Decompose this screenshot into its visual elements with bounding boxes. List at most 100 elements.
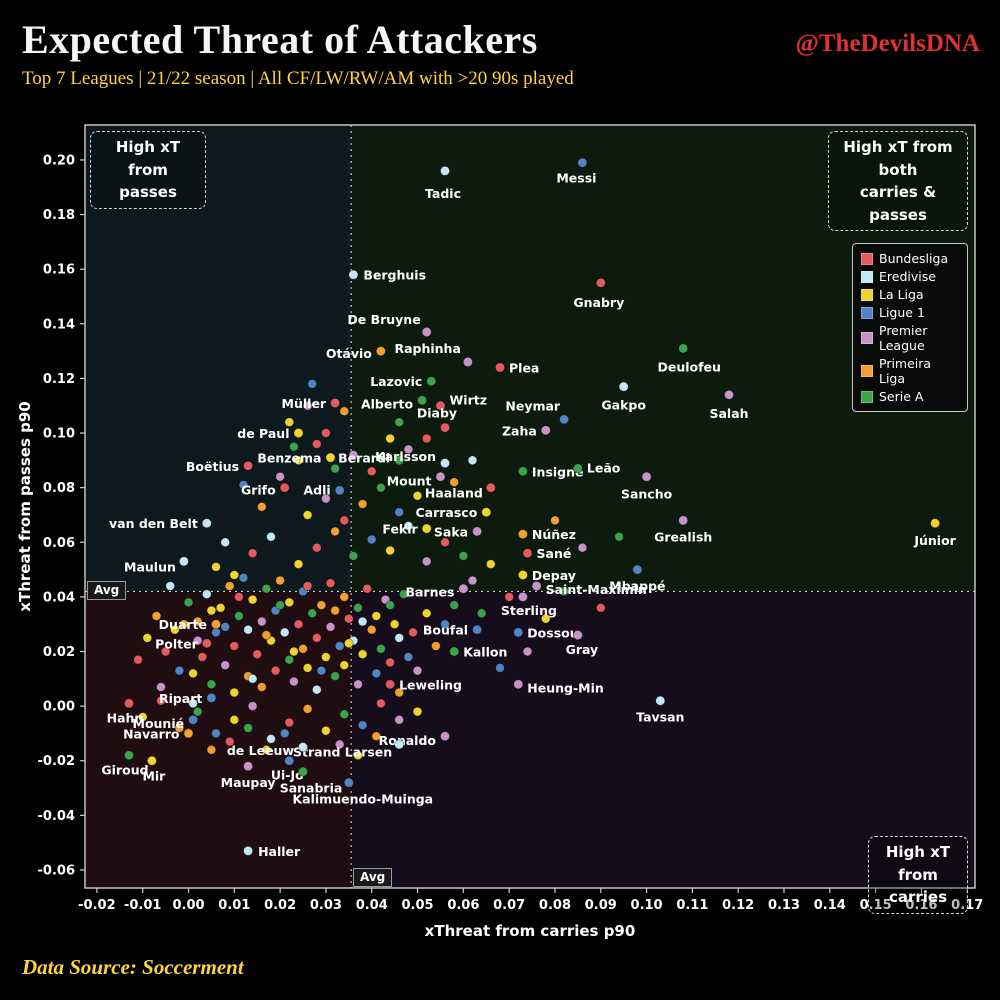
- player-point: [330, 397, 341, 408]
- player-point: [472, 526, 483, 537]
- x-tick-label: 0.16: [905, 898, 937, 913]
- player-label: Maupay: [221, 775, 276, 790]
- player-point: [297, 742, 308, 753]
- player-label: Benzema: [257, 451, 321, 466]
- player-label: Júnior: [913, 533, 956, 548]
- data-point: [142, 633, 153, 643]
- player-point: [210, 619, 221, 630]
- player-label: Berardi: [338, 450, 390, 465]
- data-point: [614, 531, 624, 542]
- data-point: [247, 548, 258, 558]
- player-point: [284, 755, 295, 766]
- data-point: [311, 684, 322, 695]
- player-label: Mount: [387, 474, 432, 489]
- legend-swatch: [861, 332, 873, 344]
- legend-item: Bundesliga: [861, 251, 959, 266]
- player-point: [522, 548, 533, 559]
- x-axis-title: xThreat from carries p90: [425, 922, 636, 940]
- data-point: [206, 744, 217, 755]
- player-point: [595, 277, 606, 288]
- player-point: [517, 591, 528, 602]
- player-label: Mounié: [133, 716, 185, 731]
- player-label: Alberto: [361, 396, 414, 411]
- legend-label: Ligue 1: [879, 305, 925, 320]
- y-tick-label: -0.06: [38, 863, 75, 878]
- data-point: [339, 709, 350, 720]
- data-point: [321, 493, 331, 504]
- legend-label: Primeira Liga: [879, 356, 932, 386]
- player-point: [439, 458, 450, 469]
- data-point: [458, 551, 469, 561]
- player-label: Polter: [155, 636, 198, 651]
- player-label: Navarro: [123, 726, 180, 741]
- data-point: [220, 660, 231, 670]
- data-point: [376, 643, 386, 654]
- legend-swatch: [861, 288, 873, 301]
- plot-frame: [84, 124, 976, 889]
- x-tick-label: 0.09: [585, 898, 617, 913]
- data-point: [357, 649, 368, 659]
- data-point: [302, 704, 313, 714]
- player-label: Giroud: [101, 762, 148, 777]
- player-label: Raphinha: [394, 341, 460, 356]
- x-tick-label: 0.04: [356, 898, 388, 913]
- data-point: [220, 622, 231, 632]
- y-axis-title: xThreat from passes p90: [16, 401, 34, 611]
- player-point: [421, 523, 432, 534]
- data-point: [311, 439, 322, 449]
- player-label: Leweling: [399, 677, 462, 692]
- player-label: de Paul: [237, 426, 289, 441]
- data-point: [211, 627, 221, 638]
- data-point: [385, 657, 395, 668]
- player-point: [458, 583, 469, 594]
- data-point: [412, 490, 423, 501]
- y-tick-label: -0.04: [38, 809, 75, 824]
- y-tick-label: 0.18: [43, 208, 75, 223]
- player-point: [279, 482, 290, 493]
- data-point: [229, 570, 240, 580]
- data-point: [339, 406, 350, 417]
- data-point: [316, 665, 327, 676]
- data-point: [330, 526, 340, 537]
- legend-swatch: [861, 270, 873, 283]
- player-point: [417, 395, 428, 406]
- y-tick-label: 0.08: [43, 481, 75, 496]
- data-point: [321, 725, 331, 736]
- data-point: [394, 417, 405, 427]
- x-tick-label: 0.06: [447, 898, 479, 913]
- quadrant-bottom-left: [85, 591, 352, 888]
- player-point: [641, 471, 652, 482]
- data-point: [495, 663, 505, 673]
- player-point: [678, 343, 689, 354]
- y-tick-label: 0.20: [43, 153, 75, 168]
- data-point: [366, 624, 377, 635]
- data-point: [188, 668, 198, 679]
- player-label: Messi: [556, 171, 596, 186]
- legend-swatch: [861, 390, 873, 403]
- player-label: Lazovic: [370, 374, 422, 389]
- player-label: Diaby: [417, 406, 457, 421]
- data-point: [298, 643, 308, 654]
- player-label: Ripart: [159, 691, 202, 706]
- player-label: Grifo: [241, 483, 276, 498]
- y-tick-label: 0.06: [43, 536, 75, 551]
- player-label: Kallon: [463, 645, 507, 660]
- data-point: [449, 600, 460, 610]
- data-point: [247, 701, 258, 711]
- data-point: [256, 616, 267, 627]
- player-label: Haaland: [425, 486, 483, 501]
- data-point: [366, 534, 377, 545]
- data-point: [371, 611, 382, 621]
- data-point: [284, 654, 295, 665]
- data-point: [343, 613, 354, 624]
- data-point: [550, 515, 560, 526]
- player-point: [375, 346, 386, 357]
- player-label: Sterling: [501, 603, 557, 618]
- data-point: [316, 600, 327, 610]
- data-point: [330, 671, 340, 681]
- data-point: [202, 589, 212, 599]
- data-point: [440, 537, 450, 548]
- x-tick-label: 0.02: [264, 898, 296, 913]
- player-label: Berghuis: [363, 268, 426, 283]
- data-point: [412, 665, 423, 676]
